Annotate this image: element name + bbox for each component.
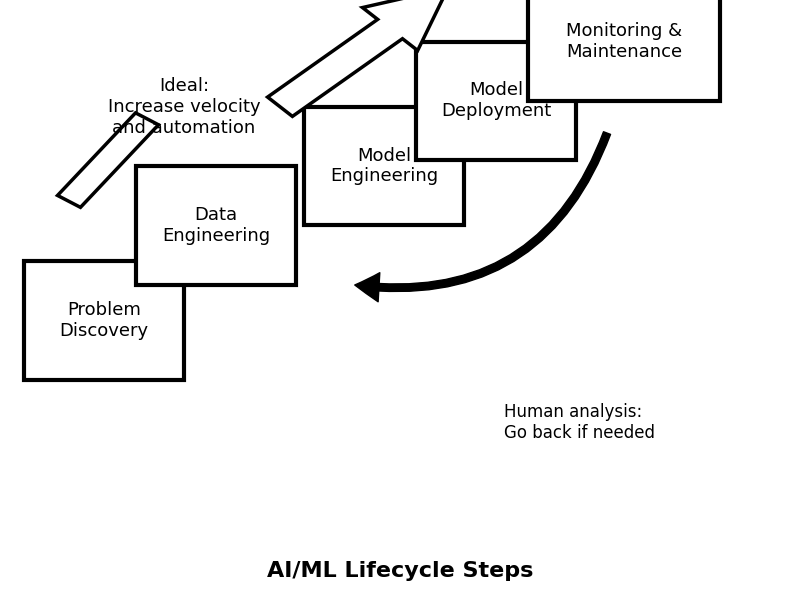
- Bar: [136, 166, 296, 285]
- Bar: [24, 261, 184, 380]
- Bar: [416, 42, 576, 160]
- Polygon shape: [267, 0, 448, 116]
- Text: Human analysis:
Go back if needed: Human analysis: Go back if needed: [504, 403, 655, 442]
- Polygon shape: [58, 113, 158, 208]
- Text: Problem
Discovery: Problem Discovery: [59, 301, 149, 340]
- Text: Data
Engineering: Data Engineering: [162, 206, 270, 245]
- Text: Ideal:
Increase velocity
and automation: Ideal: Increase velocity and automation: [108, 77, 260, 137]
- Bar: [528, 0, 720, 101]
- Text: AI/ML Lifecycle Steps: AI/ML Lifecycle Steps: [267, 561, 533, 581]
- Text: Model
Deployment: Model Deployment: [441, 81, 551, 120]
- Bar: [304, 107, 464, 225]
- FancyArrowPatch shape: [354, 132, 610, 302]
- Text: Monitoring &
Maintenance: Monitoring & Maintenance: [566, 22, 682, 61]
- Text: Model
Engineering: Model Engineering: [330, 146, 438, 186]
